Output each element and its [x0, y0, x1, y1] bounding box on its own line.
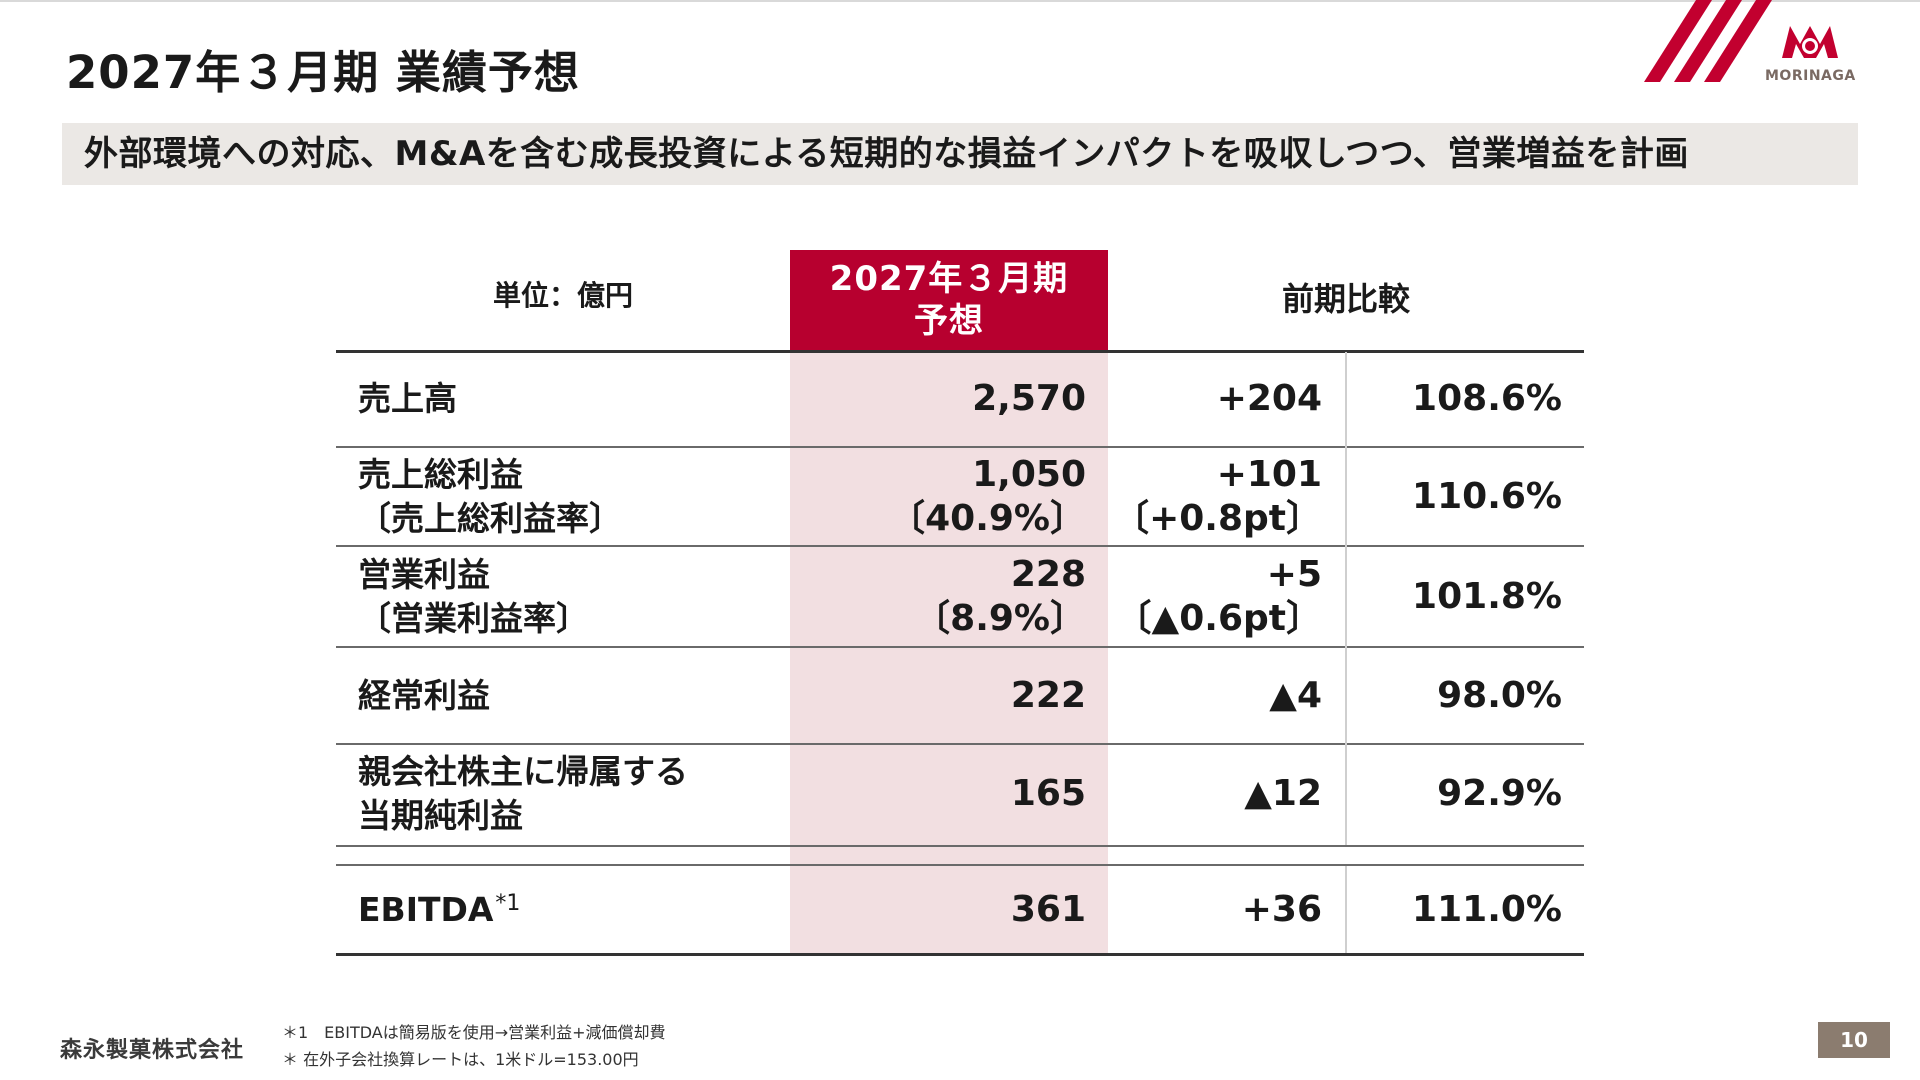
top-rule	[0, 0, 1920, 2]
bottom-rule	[336, 953, 1584, 956]
forecast-value: 165	[1010, 773, 1086, 814]
morinaga-logo: MORINAGA	[1644, 0, 1874, 96]
row-divider	[336, 845, 1584, 847]
forecast-value: 2,570	[972, 378, 1086, 419]
footnote-marker: *1	[495, 891, 521, 916]
page-number: 10	[1818, 1022, 1890, 1058]
table-row: 売上高 2,570 +204 108.6%	[336, 352, 1584, 446]
forecast-value: 1,050	[972, 454, 1086, 495]
company-name: 森永製菓株式会社	[60, 1038, 245, 1063]
row-divider	[336, 446, 1584, 448]
row-divider	[336, 864, 1584, 866]
pct-value: 111.0%	[1412, 889, 1562, 930]
diff-value: +101	[1216, 454, 1322, 495]
diff-subvalue: 〔+0.8pt〕	[1113, 498, 1322, 539]
column-divider	[1345, 866, 1347, 953]
unit-label: 単位：億円	[492, 279, 633, 312]
forecast-header-line2: 予想	[914, 301, 984, 341]
row-label: 親会社株主に帰属する	[358, 752, 688, 791]
ebitda-label: EBITDA	[358, 890, 494, 929]
forecast-header-line1: 2027年３月期	[829, 259, 1069, 299]
diff-value: +5	[1266, 554, 1322, 595]
diff-value: ▲12	[1244, 773, 1322, 814]
footnote-2: ＊ 在外子会社換算レートは、1米ドル=153.00円	[282, 1050, 639, 1069]
table-row: 営業利益 〔営業利益率〕 228 〔8.9%〕 +5 〔▲0.6pt〕 101.…	[336, 547, 1584, 646]
forecast-subvalue: 〔40.9%〕	[889, 498, 1086, 539]
pct-value: 98.0%	[1437, 675, 1562, 716]
row-sublabel: 〔営業利益率〕	[358, 599, 589, 638]
forecast-value: 228	[1010, 554, 1086, 595]
diff-value: ▲4	[1269, 675, 1322, 716]
row-label: 売上総利益	[358, 455, 523, 494]
table-row: EBITDA*1 361 +36 111.0%	[336, 866, 1584, 953]
diff-value: +204	[1216, 378, 1322, 419]
pct-value: 108.6%	[1412, 378, 1562, 419]
compare-header: 前期比較	[1281, 280, 1410, 318]
table-row: 親会社株主に帰属する 当期純利益 165 ▲12 92.9%	[336, 745, 1584, 845]
row-label: EBITDA*1	[358, 888, 520, 932]
forecast-subvalue: 〔8.9%〕	[914, 598, 1086, 639]
forecast-column-header: 2027年３月期 予想	[790, 250, 1108, 350]
logo-wordmark: MORINAGA	[1765, 68, 1856, 84]
pct-value: 101.8%	[1412, 576, 1562, 617]
page-title: 2027年３月期 業績予想	[66, 46, 580, 99]
row-label: 売上高	[358, 379, 457, 418]
forecast-column-highlight	[790, 250, 1108, 954]
row-label: 経常利益	[358, 676, 490, 715]
pct-value: 92.9%	[1437, 773, 1562, 814]
subtitle-text: 外部環境への対応、M&Aを含む成長投資による短期的な損益インパクトを吸収しつつ、…	[84, 134, 1689, 174]
subtitle-banner: 外部環境への対応、M&Aを含む成長投資による短期的な損益インパクトを吸収しつつ、…	[62, 123, 1858, 185]
pct-value: 110.6%	[1412, 476, 1562, 517]
row-sublabel: 〔売上総利益率〕	[358, 499, 622, 538]
footnote-1: ＊1 EBITDAは簡易版を使用→営業利益+減価償却費	[282, 1023, 666, 1042]
diff-value: +36	[1241, 889, 1322, 930]
row-divider	[336, 646, 1584, 648]
forecast-value: 361	[1010, 889, 1086, 930]
angel-mark-icon	[1782, 26, 1838, 58]
header-rule	[336, 350, 1584, 353]
row-divider	[336, 545, 1584, 547]
row-sublabel: 当期純利益	[358, 796, 523, 835]
diff-subvalue: 〔▲0.6pt〕	[1115, 598, 1322, 639]
table-row: 売上総利益 〔売上総利益率〕 1,050 〔40.9%〕 +101 〔+0.8p…	[336, 448, 1584, 545]
row-label: 営業利益	[358, 555, 490, 594]
column-divider	[1345, 352, 1347, 845]
row-divider	[336, 743, 1584, 745]
table-row: 経常利益 222 ▲4 98.0%	[336, 648, 1584, 743]
forecast-value: 222	[1010, 675, 1086, 716]
brand-stripes-icon	[1644, 0, 1838, 82]
